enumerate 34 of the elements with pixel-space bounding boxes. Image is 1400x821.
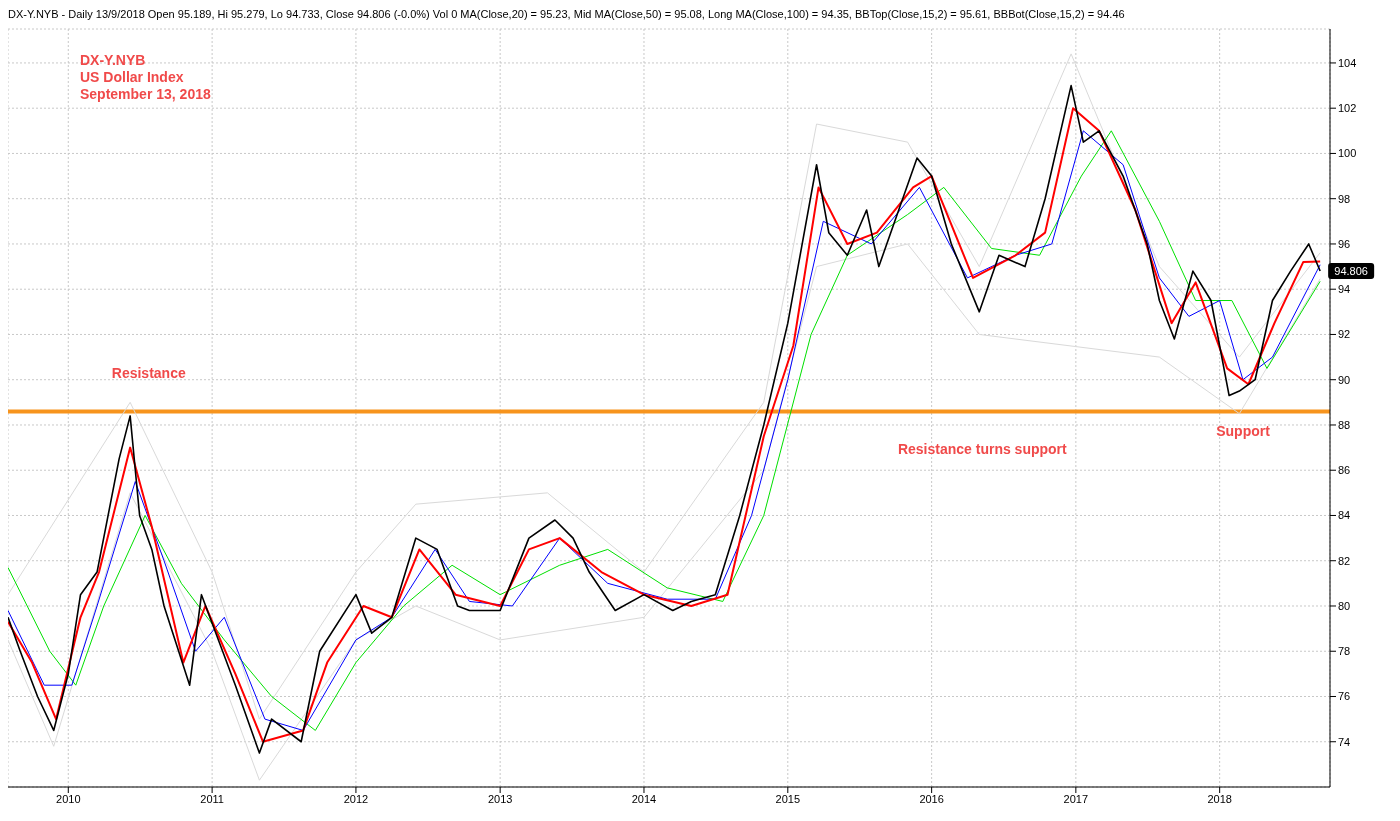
annotation: 94.806 bbox=[1334, 264, 1368, 277]
y-tick-label: 98 bbox=[1338, 192, 1351, 205]
x-tick-label: 2018 bbox=[1207, 792, 1232, 805]
y-tick-label: 76 bbox=[1338, 690, 1351, 703]
x-tick-label: 2016 bbox=[919, 792, 944, 805]
y-tick-label: 102 bbox=[1338, 102, 1357, 115]
line-series bbox=[8, 243, 1321, 781]
annotation: September 13, 2018 bbox=[80, 86, 211, 103]
y-tick-label: 80 bbox=[1338, 599, 1351, 612]
x-tick-label: 2011 bbox=[200, 792, 224, 805]
y-tick-label: 96 bbox=[1338, 237, 1351, 250]
x-tick-label: 2015 bbox=[775, 792, 801, 805]
y-tick-label: 84 bbox=[1338, 509, 1351, 522]
y-tick-label: 82 bbox=[1338, 554, 1351, 567]
chart-subtitle: DX-Y.NYB - Daily 13/9/2018 Open 95.189, Hi 95.279, Lo 94.733, Close 94.806 (-0.0%) Vol 0 MA(Close,20) = 95.23, Mid MA(Close,50) = 95.08, Long MA(Close,100) = 94.35, BBTop(Close,15,2) = 95.61, BBBot(Close,15,2) = 94.46 bbox=[8, 8, 1126, 22]
x-tick-label: 2012 bbox=[343, 792, 369, 805]
y-tick-label: 94 bbox=[1338, 283, 1351, 296]
y-tick-label: 104 bbox=[1338, 56, 1357, 69]
x-tick-label: 2017 bbox=[1063, 792, 1089, 805]
annotation: Resistance bbox=[111, 365, 186, 382]
y-tick-label: 78 bbox=[1338, 645, 1351, 658]
text: DX-Y.NYB bbox=[80, 52, 147, 69]
annotation: Support bbox=[1216, 423, 1270, 440]
annotation: Resistance turns support bbox=[897, 441, 1067, 458]
y-tick-label: 100 bbox=[1338, 147, 1357, 160]
x-tick-label: 2013 bbox=[487, 792, 513, 805]
y-tick-label: 86 bbox=[1338, 464, 1351, 477]
annotation: US Dollar Index bbox=[80, 69, 185, 86]
x-tick-label: 2010 bbox=[56, 792, 81, 805]
y-tick-label: 74 bbox=[1338, 735, 1351, 748]
y-tick-label: 90 bbox=[1338, 373, 1351, 386]
x-tick-label: 2014 bbox=[631, 792, 657, 805]
y-tick-label: 88 bbox=[1338, 418, 1351, 431]
y-tick-label: 92 bbox=[1338, 328, 1351, 341]
